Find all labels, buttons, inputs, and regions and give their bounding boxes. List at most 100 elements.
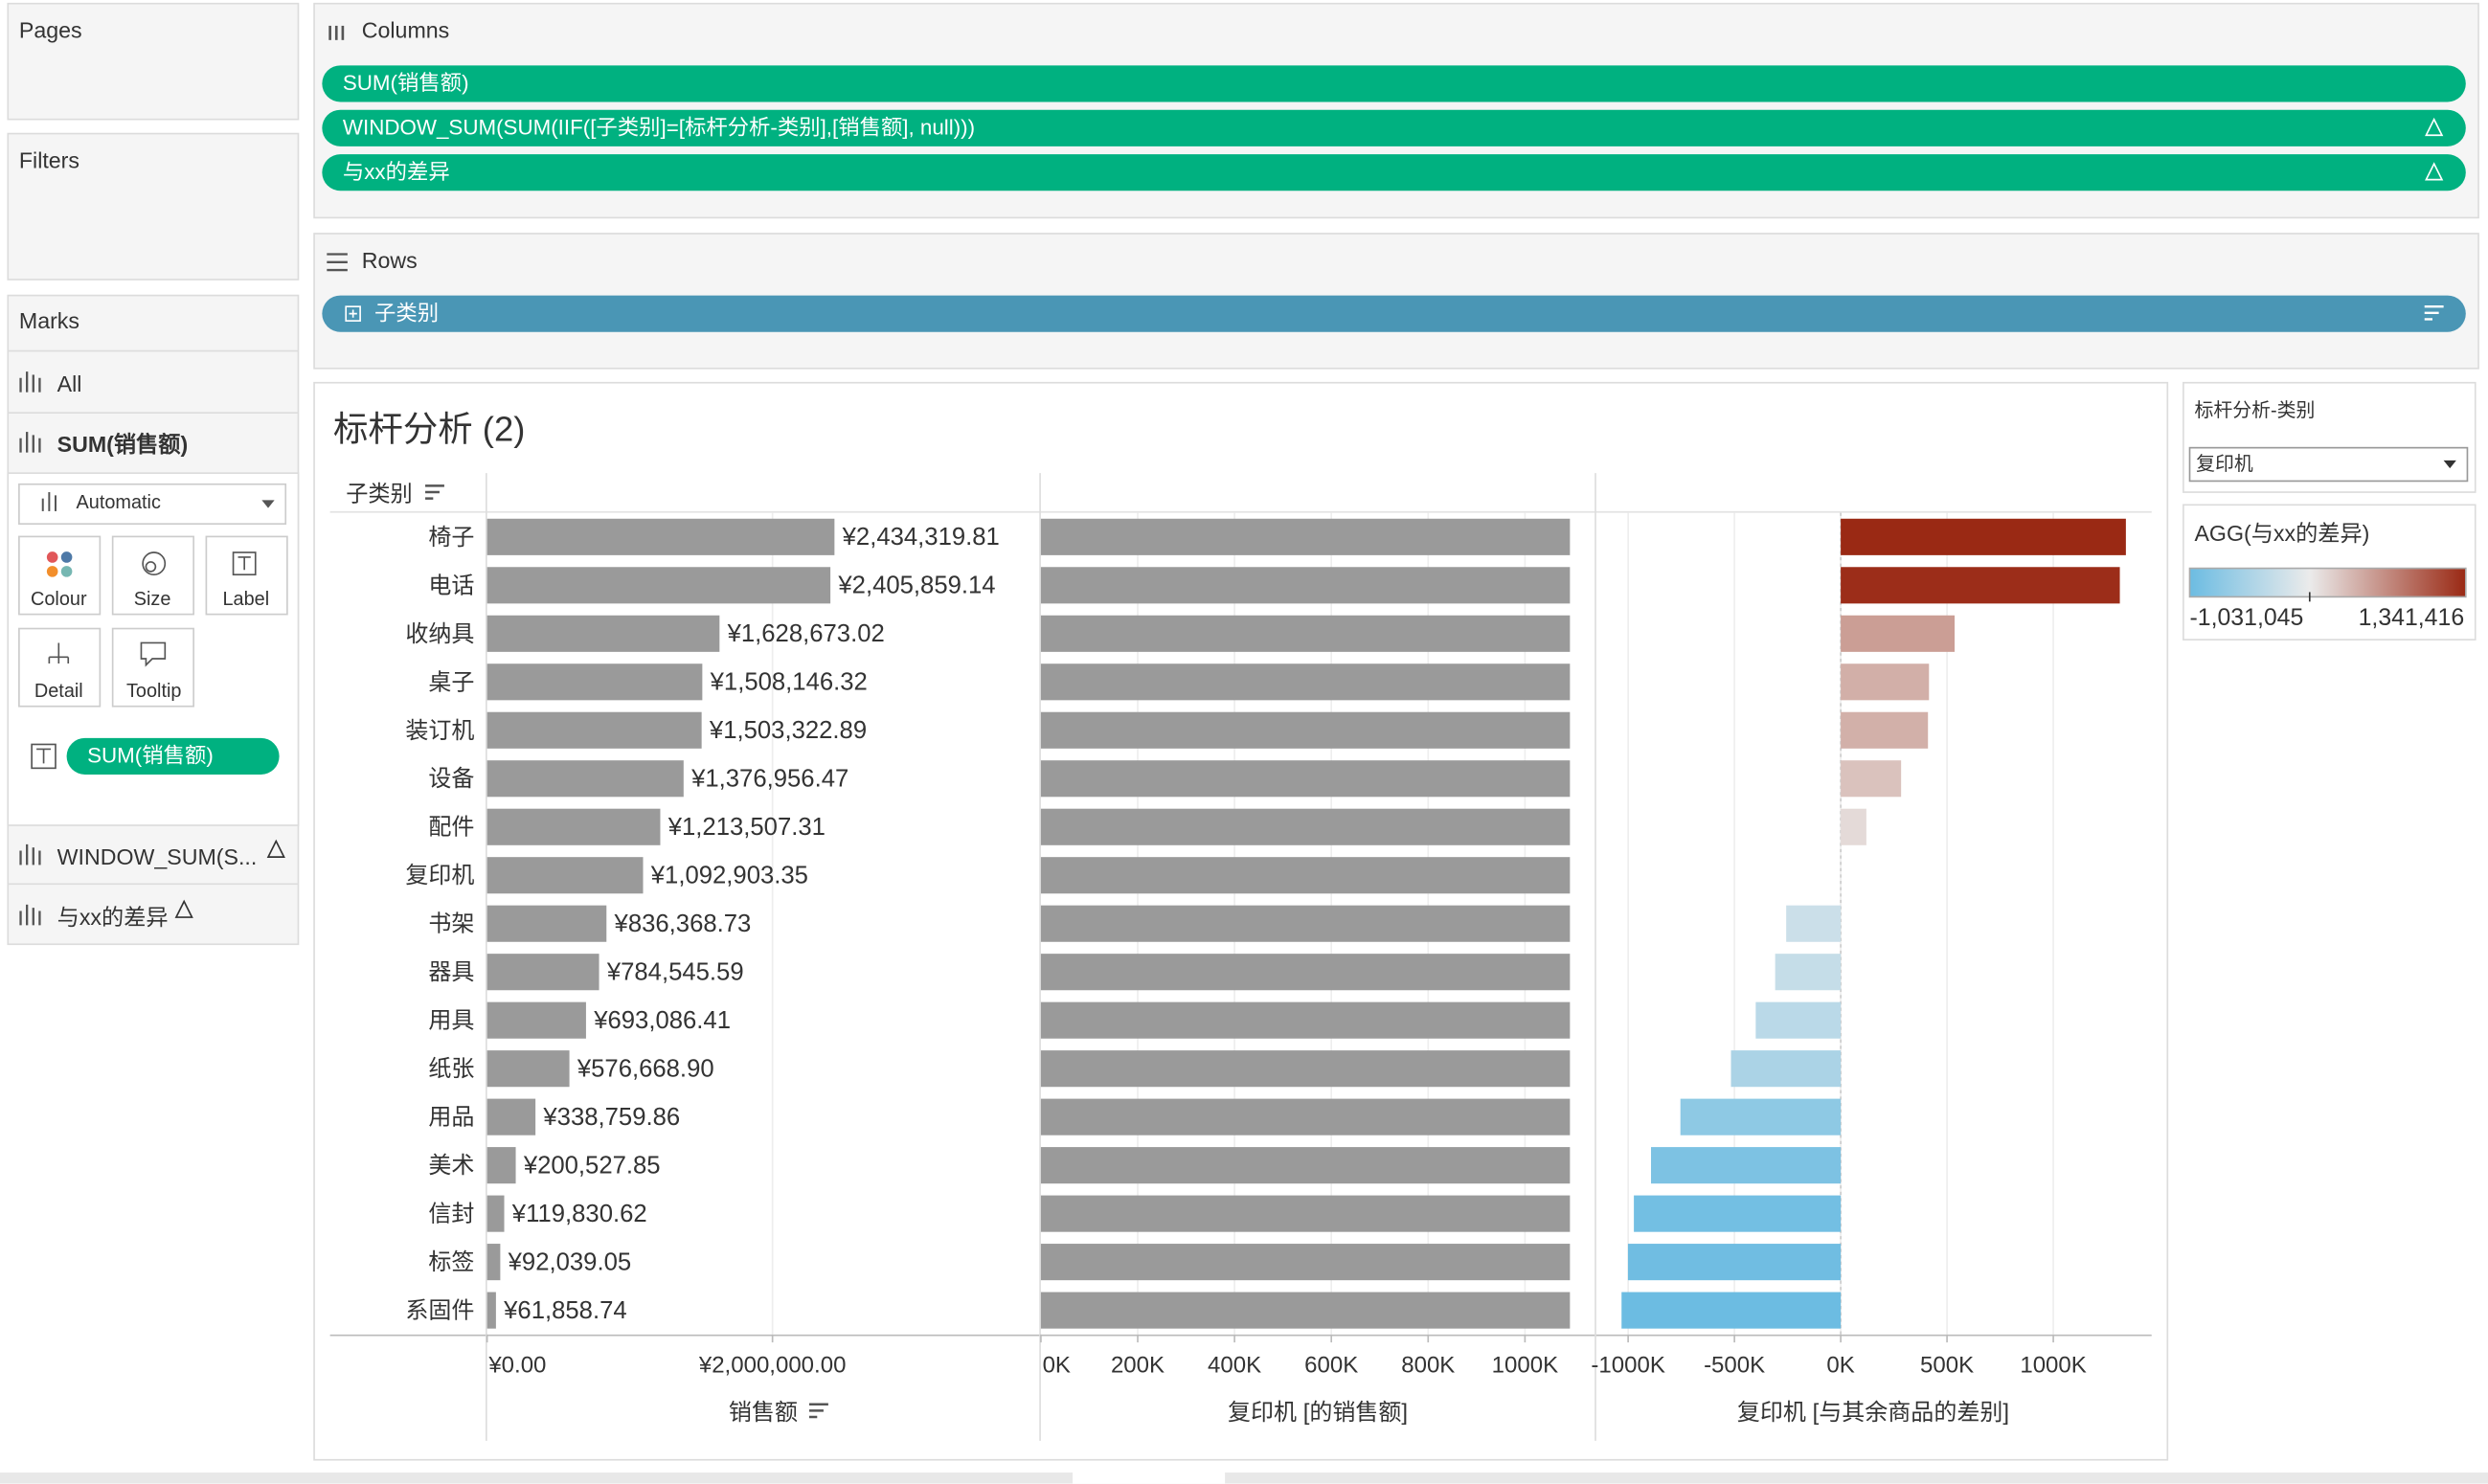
value-label: ¥836,368.73	[614, 911, 752, 937]
size-button[interactable]	[111, 535, 194, 616]
value-label: ¥119,830.62	[511, 1201, 647, 1227]
bar	[1040, 711, 1571, 749]
value-label: ¥1,503,322.89	[709, 717, 867, 744]
size-icon	[145, 561, 157, 573]
row-pill[interactable]	[322, 295, 2466, 332]
value-label: ¥2,434,319.81	[842, 524, 1000, 551]
x-tick-label: ¥2,000,000.00	[698, 1352, 847, 1378]
column-pill[interactable]	[322, 154, 2466, 191]
filters-shelf	[7, 132, 300, 281]
filters-label: Filters	[19, 148, 79, 173]
marks-diff[interactable]: 与xx的差异	[57, 905, 169, 930]
button-label: Tooltip	[126, 681, 181, 702]
bar	[486, 711, 702, 749]
bars-icon	[19, 904, 41, 926]
row-label: 桌子	[428, 669, 474, 695]
columns-label: Columns	[362, 18, 449, 43]
pages-label: Pages	[19, 18, 82, 43]
tooltip-button[interactable]	[111, 627, 194, 708]
bar	[1841, 711, 1929, 749]
row-label: 美术	[428, 1153, 474, 1179]
value-label: ¥61,858.74	[503, 1297, 627, 1324]
bar	[1040, 808, 1571, 845]
bar	[1040, 567, 1571, 604]
value-label: ¥200,527.85	[523, 1153, 661, 1180]
value-label: ¥1,508,146.32	[710, 669, 868, 696]
x-tick-label: 200K	[1111, 1352, 1165, 1378]
button-label: Colour	[31, 589, 87, 610]
bar	[486, 1292, 496, 1329]
bar	[486, 1147, 516, 1184]
bar	[1786, 905, 1842, 942]
row-label: 装订机	[405, 718, 474, 744]
mark-type-dropdown[interactable]	[18, 483, 287, 526]
bar	[1730, 1050, 1842, 1088]
value-label: ¥1,092,903.35	[650, 863, 808, 889]
expand-icon	[345, 305, 361, 322]
bar	[1680, 1098, 1842, 1135]
bar	[1841, 615, 1956, 652]
value-label: ¥693,086.41	[593, 1007, 731, 1034]
delta-icon	[266, 839, 285, 858]
bar	[1040, 1098, 1571, 1135]
dropdown-arrow	[2443, 460, 2456, 469]
x-tick-label: 0K	[1826, 1352, 1854, 1378]
legend-min: -1,031,045	[2190, 605, 2304, 631]
bar	[1040, 1292, 1571, 1329]
active-tab[interactable]	[1073, 1472, 1226, 1484]
row-label: 设备	[428, 766, 474, 792]
bar	[1040, 663, 1571, 701]
bar	[1621, 1292, 1842, 1329]
detail-icon	[48, 642, 70, 663]
rows-label: Rows	[362, 248, 418, 273]
column-pill[interactable]	[322, 109, 2466, 146]
colour-icon	[60, 566, 73, 577]
marks-all[interactable]: All	[57, 371, 82, 396]
row-label: 标签	[428, 1249, 474, 1275]
value-label: ¥576,668.90	[577, 1056, 714, 1083]
bar	[1775, 954, 1842, 991]
view-title: 标杆分析 (2)	[333, 410, 525, 449]
value-label: ¥1,376,956.47	[690, 766, 848, 793]
row-header: 子类别	[346, 481, 413, 506]
columns-icon	[328, 25, 345, 40]
sort-icon	[809, 1403, 828, 1419]
parameter-dropdown[interactable]	[2188, 446, 2469, 483]
column-pill-text: SUM(销售额)	[343, 71, 469, 95]
bar	[1040, 1195, 1571, 1232]
bar	[486, 857, 644, 894]
bar	[486, 954, 599, 991]
bar	[486, 760, 684, 798]
row-label: 系固件	[405, 1298, 474, 1324]
value-label: ¥338,759.86	[542, 1104, 680, 1131]
marks-sum[interactable]: SUM(销售额)	[57, 432, 189, 457]
bar	[486, 808, 661, 845]
bars-icon	[41, 492, 57, 511]
value-label: ¥784,545.59	[606, 959, 744, 986]
bars-icon	[19, 432, 41, 453]
row-label: 用品	[428, 1105, 474, 1131]
bar	[1040, 1147, 1571, 1184]
legend-max: 1,341,416	[2359, 605, 2465, 631]
bar	[1040, 954, 1571, 991]
label-icon	[232, 551, 257, 576]
bar	[1841, 808, 1866, 845]
bar	[1040, 760, 1571, 798]
row-label: 收纳具	[405, 621, 474, 647]
label-button[interactable]	[205, 535, 288, 616]
bar	[1040, 518, 1571, 555]
bar	[1040, 905, 1571, 942]
label-pill[interactable]	[66, 737, 280, 775]
bar	[1841, 760, 1902, 798]
marks-window-sum[interactable]: WINDOW_SUM(S...	[57, 844, 258, 869]
x-tick-label: -1000K	[1591, 1352, 1664, 1378]
bar	[1841, 518, 2126, 555]
sort-icon	[425, 484, 444, 500]
detail-button[interactable]	[18, 627, 102, 708]
legend-title: AGG(与xx的差异)	[2194, 521, 2369, 546]
colour-button[interactable]	[18, 535, 102, 616]
column-pill[interactable]	[322, 65, 2466, 102]
x-tick-label: 1000K	[1492, 1352, 1558, 1378]
bar	[486, 1098, 536, 1135]
